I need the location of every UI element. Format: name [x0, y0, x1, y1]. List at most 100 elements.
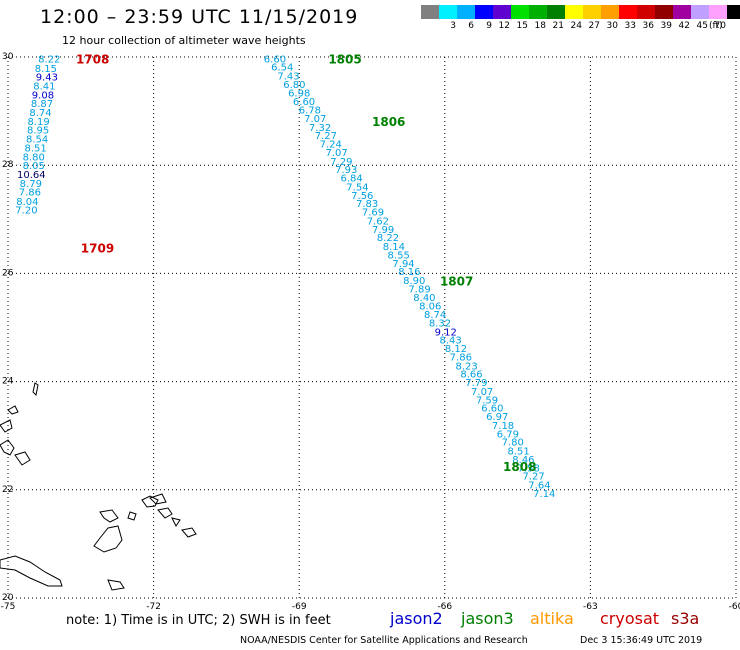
- wave-height-value: 7.79: [465, 378, 487, 389]
- wave-height-value: 7.07: [325, 148, 347, 159]
- island-outline: [149, 493, 167, 505]
- wave-height-value: 8.43: [439, 335, 461, 346]
- wave-height-value: 7.89: [408, 285, 430, 296]
- wave-height-value: 8.19: [27, 117, 49, 128]
- wave-height-value: 8.23: [456, 361, 478, 372]
- wave-height-value: 7.64: [528, 480, 550, 491]
- track-cryosat: 8.228.159.438.419.088.878.748.198.958.54…: [15, 53, 114, 256]
- wave-height-value: 8.06: [419, 301, 441, 312]
- wave-height-value: 7.27: [522, 472, 544, 483]
- island-outline: [0, 419, 13, 433]
- wave-height-value: 7.24: [320, 140, 342, 151]
- wave-height-value: 7.99: [372, 225, 394, 236]
- lat-tick-label: 26: [2, 268, 14, 278]
- lon-tick-label: -72: [146, 602, 161, 612]
- wave-height-value: 6.80: [283, 80, 305, 91]
- wave-height-value: 8.12: [445, 344, 467, 355]
- lon-tick-label: -75: [1, 602, 16, 612]
- lat-tick-label: 28: [2, 160, 14, 170]
- legend-label: 21: [552, 21, 564, 31]
- mission-cryosat: cryosat: [600, 609, 660, 628]
- wave-height-value: 7.94: [392, 259, 414, 270]
- lat-tick-label: 22: [2, 485, 13, 495]
- island-outline: [32, 382, 39, 397]
- wave-height-value: 6.60: [293, 97, 315, 108]
- wave-height-value: 7.29: [330, 157, 352, 168]
- legend-label: 24: [570, 21, 582, 31]
- legend-swatch: [673, 5, 691, 19]
- legend-swatch: [421, 5, 439, 19]
- wave-height-value: 6.79: [497, 430, 519, 441]
- wave-height-value: 8.90: [403, 276, 425, 287]
- pass-time-label: 1807: [440, 274, 473, 288]
- altimeter-tracks: 8.228.159.438.419.088.878.748.198.958.54…: [15, 53, 555, 500]
- wave-height-value: 8.41: [33, 82, 55, 93]
- wave-height-value: 7.58: [518, 464, 540, 475]
- wave-height-value: 6.60: [481, 404, 503, 415]
- legend-label: 33: [624, 21, 636, 31]
- legend-swatch: [529, 5, 547, 19]
- legend-label: 6: [468, 21, 474, 31]
- legend-swatch: [511, 5, 529, 19]
- lon-tick-label: -66: [437, 602, 452, 612]
- legend-swatch: [691, 5, 709, 19]
- legend-swatch: [637, 5, 655, 19]
- pass-time-label: 1805: [328, 53, 361, 67]
- mission-jason3: jason3: [461, 609, 514, 628]
- wave-height-value: 6.84: [340, 174, 362, 185]
- wave-height-value: 8.80: [23, 153, 45, 164]
- wave-height-value: 7.27: [315, 131, 337, 142]
- legend-label: 36: [642, 21, 654, 31]
- wave-height-value: 7.83: [356, 199, 378, 210]
- lon-tick-label: -69: [292, 602, 307, 612]
- map-grid: [7, 56, 737, 599]
- wave-height-value: 7.32: [309, 123, 331, 134]
- legend-swatch: [493, 5, 511, 19]
- legend-label: 9: [486, 21, 492, 31]
- wave-height-value: 8.51: [507, 446, 529, 457]
- legend-swatch: [457, 5, 475, 19]
- island-outline: [181, 527, 197, 538]
- legend-label: 45: [696, 21, 708, 31]
- wave-height-value: 7.69: [362, 208, 384, 219]
- legend-label: 15: [516, 21, 528, 31]
- wave-height-value: 7.20: [15, 206, 37, 217]
- wave-height-value: 7.93: [335, 165, 357, 176]
- wave-height-value: 7.86: [19, 188, 41, 199]
- wave-height-value: 6.97: [486, 412, 508, 423]
- wave-height-value: 8.74: [29, 108, 51, 119]
- map-title: 12:00 – 23:59 UTC 11/15/2019: [40, 6, 359, 28]
- wave-height-value: 7.86: [450, 353, 472, 364]
- lon-tick-label: -60: [729, 602, 740, 612]
- island-outline: [7, 405, 19, 415]
- wave-height-value: 8.05: [23, 161, 45, 172]
- axis-ticks: 30 28 26 24 22 20-75 -72 -69 -66 -63 -60: [1, 52, 740, 612]
- wave-height-value: 10.64: [17, 170, 46, 181]
- wave-height-value: 8.14: [383, 242, 405, 253]
- wave-height-value: 8.46: [512, 455, 534, 466]
- wave-height-value: 8.40: [413, 293, 435, 304]
- legend-unit: (ft): [709, 21, 723, 31]
- track-jason3: 6.606.547.436.806.986.606.787.077.327.27…: [264, 53, 556, 500]
- wave-height-value: 9.43: [36, 72, 58, 83]
- wave-height-value: 8.15: [35, 64, 57, 75]
- island-outline: [0, 439, 15, 456]
- legend-swatch: [655, 5, 673, 19]
- color-legend: [421, 5, 740, 19]
- wave-height-value: 8.16: [398, 267, 420, 278]
- legend-swatch: [565, 5, 583, 19]
- wave-height-value: 8.55: [388, 250, 410, 261]
- island-outline: [157, 507, 173, 519]
- island-outline: [141, 495, 159, 508]
- legend-swatch: [709, 5, 727, 19]
- wave-height-value: 8.32: [429, 319, 451, 330]
- wave-height-value: 9.12: [435, 327, 457, 338]
- wave-height-value: 6.98: [288, 89, 310, 100]
- legend-swatch: [727, 5, 740, 19]
- mission-altika: altika: [530, 609, 574, 628]
- legend-label: 27: [588, 21, 600, 31]
- wave-height-value: 8.95: [27, 125, 49, 136]
- footer-timestamp: Dec 3 15:36:49 UTC 2019: [580, 635, 703, 646]
- wave-height-value: 8.87: [31, 99, 53, 110]
- lat-tick-label: 30: [2, 52, 14, 62]
